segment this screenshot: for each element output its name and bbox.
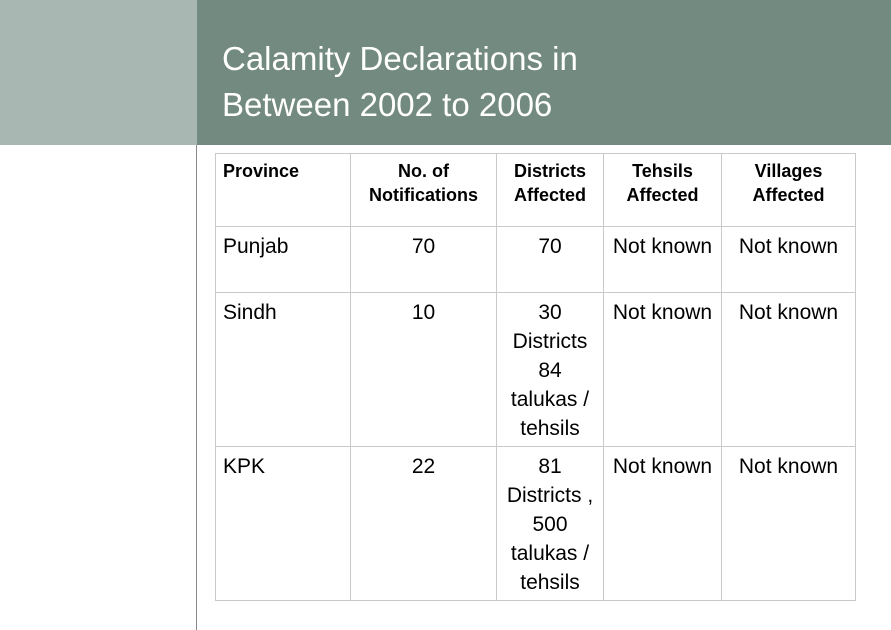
table-row: Punjab 70 70 Not known Not known bbox=[215, 226, 856, 293]
cell-districts: 81 Districts , 500 talukas / tehsils bbox=[496, 446, 604, 601]
header-tehsils: Tehsils Affected bbox=[603, 153, 722, 227]
header-notifications: No. of Notifications bbox=[350, 153, 497, 227]
table-row: Sindh 10 30 Districts 84 talukas / tehsi… bbox=[215, 292, 856, 447]
calamity-table: Province No. of Notifications Districts … bbox=[215, 153, 856, 601]
cell-districts: 30 Districts 84 talukas / tehsils bbox=[496, 292, 604, 447]
cell-notifications: 70 bbox=[350, 226, 497, 293]
cell-villages: Not known bbox=[721, 446, 856, 601]
cell-villages: Not known bbox=[721, 226, 856, 293]
accent-block bbox=[0, 0, 197, 145]
header-villages: Villages Affected bbox=[721, 153, 856, 227]
table-row: KPK 22 81 Districts , 500 talukas / tehs… bbox=[215, 446, 856, 601]
cell-tehsils: Not known bbox=[603, 292, 722, 447]
slide-title: Calamity Declarations in Between 2002 to… bbox=[222, 40, 578, 123]
cell-tehsils: Not known bbox=[603, 226, 722, 293]
header-province: Province bbox=[215, 153, 351, 227]
cell-province: Sindh bbox=[215, 292, 351, 447]
cell-tehsils: Not known bbox=[603, 446, 722, 601]
cell-province: Punjab bbox=[215, 226, 351, 293]
cell-notifications: 10 bbox=[350, 292, 497, 447]
cell-districts: 70 bbox=[496, 226, 604, 293]
cell-province: KPK bbox=[215, 446, 351, 601]
table-header-row: Province No. of Notifications Districts … bbox=[215, 153, 856, 227]
title-band bbox=[197, 0, 891, 145]
header-districts: Districts Affected bbox=[496, 153, 604, 227]
vertical-divider bbox=[196, 145, 197, 630]
cell-villages: Not known bbox=[721, 292, 856, 447]
cell-notifications: 22 bbox=[350, 446, 497, 601]
